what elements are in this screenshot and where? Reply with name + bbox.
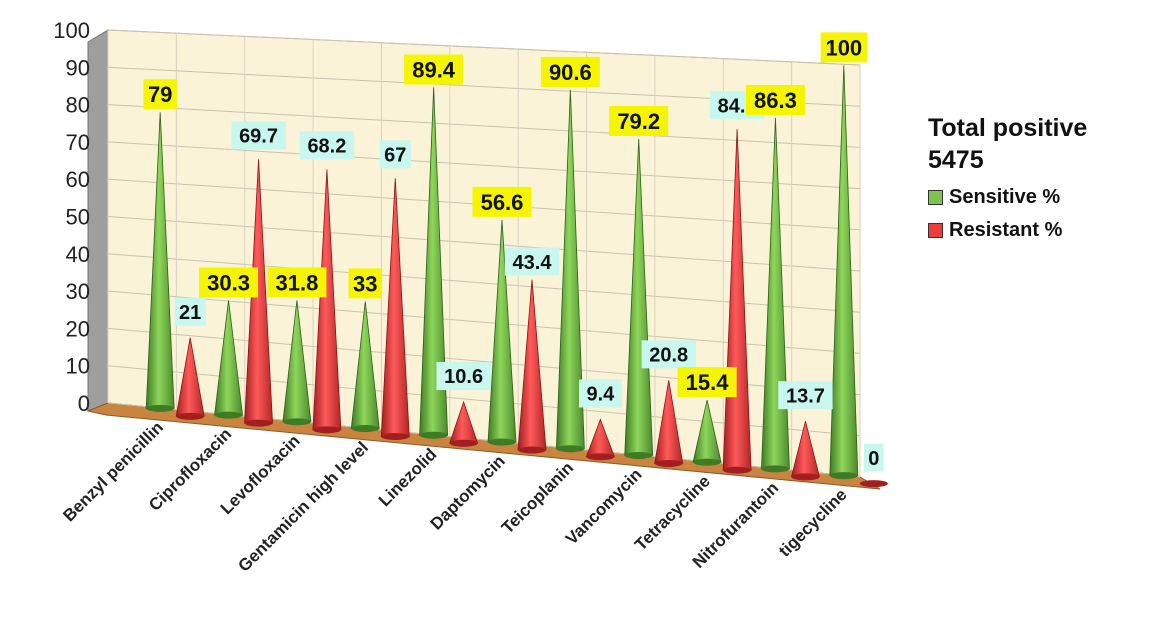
- x-category-label: Gentamicin high level: [234, 438, 372, 576]
- legend-entry-resistant: Resistant %: [928, 219, 1148, 242]
- y-tick-label: 20: [66, 316, 90, 341]
- data-label-sensitive-bg: [404, 54, 464, 85]
- x-category-label: Benzyl penicillin: [59, 418, 167, 526]
- data-label-resistant-bg: [231, 121, 286, 150]
- y-tick-label: 70: [66, 130, 90, 155]
- legend-title-line2: 5475: [928, 146, 984, 174]
- data-label-sensitive: 90.6: [549, 60, 592, 85]
- cone-base: [176, 412, 205, 420]
- data-label-resistant: 21: [179, 302, 201, 324]
- y-tick-label: 0: [78, 391, 90, 416]
- data-label-sensitive-bg: [745, 84, 805, 115]
- cone-base: [791, 473, 820, 481]
- cone-base: [556, 445, 585, 453]
- cone-base: [624, 451, 653, 459]
- data-label-resistant-bg: [504, 247, 560, 276]
- x-category-label: Daptomycin: [427, 451, 509, 533]
- y-tick-label: 40: [66, 242, 90, 267]
- cone-base: [214, 411, 243, 419]
- y-tick-label: 80: [66, 93, 90, 118]
- legend-label-sensitive: Sensitive %: [949, 186, 1061, 208]
- cone-base: [419, 431, 448, 439]
- data-label-resistant-bg: [578, 379, 622, 408]
- data-label-resistant: 43.4: [513, 252, 553, 274]
- y-tick-label: 50: [66, 205, 90, 230]
- data-label-resistant-bg: [174, 297, 206, 326]
- cone-base: [282, 418, 311, 426]
- data-label-resistant: 20.8: [649, 345, 688, 367]
- data-label-resistant: 9.4: [586, 384, 615, 406]
- legend-label-resistant: Resistant %: [949, 219, 1063, 241]
- data-label-sensitive: 79.2: [617, 109, 660, 134]
- data-label-resistant-bg: [778, 381, 833, 410]
- cone-base: [244, 419, 273, 427]
- data-label-sensitive: 79: [148, 82, 172, 107]
- data-label-sensitive-bg: [540, 56, 600, 87]
- data-label-sensitive: 30.3: [207, 270, 250, 295]
- legend-title-line1: Total positive: [928, 114, 1088, 142]
- gridline-h: [107, 29, 861, 66]
- legend-swatch-resistant: [928, 223, 943, 238]
- data-label-resistant: 69.7: [239, 126, 278, 148]
- x-category-label: Vancomycin: [562, 465, 646, 549]
- cone-base: [449, 439, 478, 447]
- chart-marks: [145, 65, 888, 488]
- y-tick-label: 100: [53, 18, 90, 43]
- cone-base: [761, 465, 790, 473]
- cone-base: [351, 425, 380, 433]
- data-label-resistant-bg: [436, 362, 491, 391]
- cone-base: [488, 438, 516, 446]
- data-label-sensitive: 31.8: [275, 270, 318, 295]
- data-label-sensitive: 100: [825, 35, 862, 60]
- data-label-sensitive-bg: [820, 32, 867, 63]
- y-tick-label: 10: [66, 354, 90, 379]
- data-labels: 79 21 30.3 69.7 31.8 68.2 33 67 89.4 10.6 56.6 43.4…: [143, 32, 884, 472]
- data-label-resistant: 13.7: [786, 385, 825, 407]
- legend-entry-sensitive: Sensitive %: [928, 186, 1148, 209]
- data-label-sensitive-bg: [609, 105, 669, 136]
- data-label-sensitive-bg: [472, 186, 532, 217]
- legend: Total positive 5475 Sensitive % Resistan…: [928, 112, 1148, 242]
- cone-base: [859, 480, 888, 488]
- data-label-sensitive: 15.4: [686, 370, 730, 395]
- data-label-resistant-bg: [299, 131, 355, 160]
- cone-base: [723, 466, 752, 474]
- cone-base: [312, 426, 341, 434]
- y-tick-label: 60: [66, 167, 90, 192]
- data-label-resistant: 67: [384, 145, 406, 167]
- y-axis: 0 10 20 30 40 50 60 70 80 90 100: [53, 18, 90, 416]
- data-label-sensitive: 56.6: [481, 190, 524, 215]
- data-label-resistant-bg: [864, 443, 884, 472]
- cone-base: [693, 458, 722, 466]
- data-label-resistant: 0: [868, 448, 879, 470]
- cone-base: [654, 459, 683, 467]
- cone-base: [586, 453, 615, 461]
- data-label-sensitive: 89.4: [412, 57, 456, 82]
- cone-base: [829, 472, 858, 480]
- gridline-h: [107, 104, 861, 148]
- cone-base: [381, 433, 410, 441]
- data-label-resistant: 10.6: [444, 366, 483, 388]
- legend-swatch-sensitive: [928, 190, 943, 205]
- x-category-label: Linezolid: [375, 445, 441, 511]
- data-label-sensitive-bg: [348, 268, 383, 299]
- data-label-resistant-bg: [379, 140, 411, 169]
- x-category-label: Teicoplanin: [498, 458, 577, 537]
- y-tick-label: 30: [66, 279, 90, 304]
- data-label-resistant-bg: [641, 340, 696, 369]
- data-label-sensitive-bg: [267, 267, 327, 298]
- cone-base: [518, 446, 546, 454]
- x-category-label: Tetracycline: [631, 472, 714, 555]
- cone-base: [146, 404, 175, 412]
- x-category-label: tigecycline: [775, 485, 851, 561]
- data-label-sensitive-bg: [143, 79, 177, 110]
- data-label-sensitive-bg: [199, 267, 259, 298]
- data-label-resistant: 68.2: [307, 136, 346, 158]
- data-label-sensitive: 86.3: [754, 88, 797, 113]
- y-tick-label: 90: [66, 55, 90, 80]
- side-wall: [87, 29, 109, 412]
- data-label-sensitive: 33: [353, 271, 377, 296]
- data-label-sensitive-bg: [677, 367, 737, 398]
